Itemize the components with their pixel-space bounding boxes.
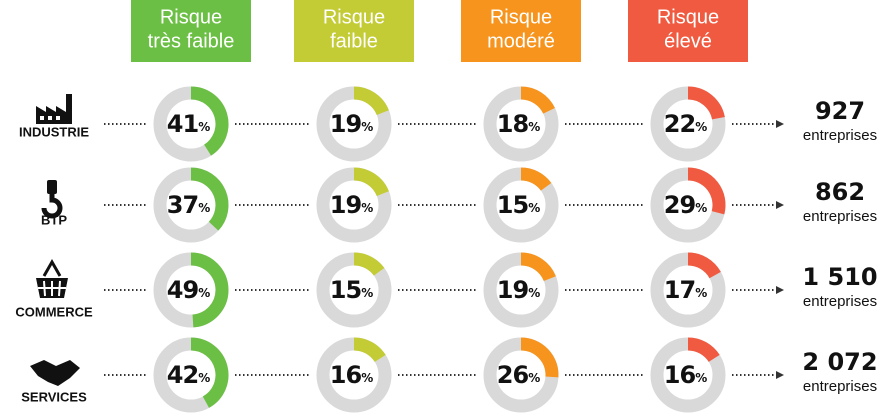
value-unit: % bbox=[361, 201, 373, 215]
donut-arc bbox=[190, 167, 229, 231]
donut-value: 17% bbox=[664, 276, 707, 304]
value-unit: % bbox=[361, 120, 373, 134]
donut-value: 15% bbox=[330, 276, 373, 304]
header-text: Risque bbox=[657, 6, 719, 28]
value-unit: % bbox=[198, 120, 210, 134]
donut-arc bbox=[520, 86, 555, 114]
donut-arc bbox=[520, 167, 552, 191]
value-number: 16 bbox=[664, 361, 696, 389]
donut-value: 41% bbox=[167, 110, 210, 138]
header-text: Risque bbox=[323, 6, 385, 28]
donut-arc bbox=[190, 252, 229, 328]
value-number: 22 bbox=[664, 110, 695, 138]
donut-arc bbox=[687, 167, 726, 215]
donut-arc bbox=[353, 252, 385, 276]
value-unit: % bbox=[361, 371, 373, 385]
donut-value: 16% bbox=[664, 361, 707, 389]
value-number: 29 bbox=[664, 191, 696, 219]
sector-label: COMMERCE bbox=[15, 304, 93, 319]
donut-value: 42% bbox=[167, 361, 210, 389]
donut-arc bbox=[687, 86, 725, 120]
value-number: 15 bbox=[330, 276, 362, 304]
total-unit: entreprises bbox=[803, 127, 877, 144]
donut-value: 19% bbox=[330, 191, 373, 219]
value-unit: % bbox=[528, 286, 540, 300]
donut-value: 49% bbox=[167, 276, 210, 304]
value-number: 37 bbox=[167, 191, 198, 219]
total-count: 1 510 bbox=[802, 263, 877, 291]
value-number: 16 bbox=[330, 361, 362, 389]
donut-value: 16% bbox=[330, 361, 373, 389]
value-unit: % bbox=[198, 371, 210, 385]
header-box bbox=[131, 0, 251, 62]
value-number: 17 bbox=[664, 276, 695, 304]
donut-value: 26% bbox=[497, 361, 540, 389]
total-unit: entreprises bbox=[803, 378, 877, 395]
header-text: modéré bbox=[487, 30, 555, 52]
arrow-head bbox=[776, 371, 784, 379]
total-count: 862 bbox=[815, 178, 865, 206]
value-unit: % bbox=[361, 286, 373, 300]
header-text: faible bbox=[330, 30, 378, 52]
handshake-icon bbox=[30, 360, 80, 386]
donut-value: 19% bbox=[330, 110, 373, 138]
value-unit: % bbox=[695, 371, 707, 385]
value-number: 41 bbox=[167, 110, 199, 138]
value-unit: % bbox=[198, 286, 210, 300]
header-text: élevé bbox=[664, 30, 712, 52]
header-text: Risque bbox=[490, 6, 552, 28]
donut-value: 19% bbox=[497, 276, 540, 304]
value-unit: % bbox=[695, 286, 707, 300]
value-unit: % bbox=[528, 120, 540, 134]
value-unit: % bbox=[528, 371, 540, 385]
value-number: 26 bbox=[497, 361, 529, 389]
donut-value: 37% bbox=[167, 191, 210, 219]
value-number: 18 bbox=[497, 110, 529, 138]
header-box bbox=[461, 0, 581, 62]
header-text: très faible bbox=[148, 30, 235, 52]
value-number: 42 bbox=[167, 361, 198, 389]
donut-value: 29% bbox=[664, 191, 707, 219]
total-count: 2 072 bbox=[802, 348, 877, 376]
sector-label: BTP bbox=[41, 212, 67, 227]
donut-arc bbox=[687, 337, 720, 363]
value-number: 19 bbox=[330, 191, 362, 219]
donut-arc bbox=[520, 252, 556, 282]
value-unit: % bbox=[695, 201, 707, 215]
donut-value: 15% bbox=[497, 191, 540, 219]
donut-arc bbox=[190, 337, 229, 408]
donut-arc bbox=[353, 337, 386, 363]
total-count: 927 bbox=[815, 97, 865, 125]
value-number: 49 bbox=[167, 276, 199, 304]
donut-arc bbox=[353, 167, 389, 197]
value-unit: % bbox=[528, 201, 540, 215]
arrow-head bbox=[776, 286, 784, 294]
donut-arc bbox=[520, 337, 559, 378]
donut-arc bbox=[190, 86, 229, 156]
arrow-head bbox=[776, 120, 784, 128]
header-text: Risque bbox=[160, 6, 222, 28]
icons bbox=[30, 94, 80, 386]
arrow-head bbox=[776, 201, 784, 209]
value-number: 19 bbox=[330, 110, 362, 138]
total-unit: entreprises bbox=[803, 208, 877, 225]
value-unit: % bbox=[695, 120, 707, 134]
sector-label: SERVICES bbox=[21, 389, 87, 404]
donut-value: 18% bbox=[497, 110, 540, 138]
donut-arc bbox=[687, 252, 721, 279]
header-box bbox=[628, 0, 748, 62]
donut-value: 22% bbox=[664, 110, 707, 138]
value-unit: % bbox=[198, 201, 210, 215]
value-number: 15 bbox=[497, 191, 529, 219]
header-box bbox=[294, 0, 414, 62]
donut-arc bbox=[353, 86, 389, 116]
total-unit: entreprises bbox=[803, 293, 877, 310]
value-number: 19 bbox=[497, 276, 529, 304]
sector-label: INDUSTRIE bbox=[19, 124, 89, 139]
factory-icon bbox=[36, 94, 72, 124]
hook-icon bbox=[41, 180, 63, 219]
basket-icon bbox=[36, 258, 68, 298]
